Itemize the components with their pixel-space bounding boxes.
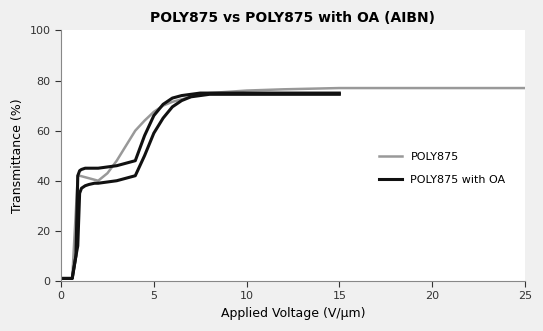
POLY875 with OA [78, 167, 85, 171]
POLY875 with OA [132, 159, 138, 163]
POLY875 with OA [91, 166, 98, 170]
POLY875 [225, 90, 231, 94]
POLY875 with OA [58, 276, 64, 280]
POLY875 with OA [169, 96, 175, 100]
POLY875 with OA [188, 92, 194, 96]
POLY875 with OA [225, 91, 231, 95]
POLY875 [179, 97, 185, 101]
POLY875 with OA [64, 276, 70, 280]
POLY875 with OA [197, 91, 204, 95]
POLY875 [74, 174, 81, 178]
POLY875 with OA [77, 169, 83, 173]
POLY875 with OA [82, 166, 89, 170]
POLY875 [77, 174, 83, 178]
POLY875 [58, 276, 64, 280]
POLY875 with OA [86, 166, 92, 170]
POLY875 with OA [74, 174, 81, 178]
POLY875 [429, 86, 435, 90]
POLY875 with OA [141, 134, 148, 138]
POLY875 [86, 176, 92, 180]
POLY875 [123, 144, 129, 148]
POLY875 [206, 91, 213, 95]
POLY875 [280, 87, 287, 91]
POLY875 with OA [123, 161, 129, 165]
POLY875 [113, 159, 120, 163]
Line: POLY875: POLY875 [61, 88, 525, 278]
POLY875 [132, 129, 138, 133]
POLY875 [69, 276, 75, 280]
POLY875 with OA [243, 91, 250, 95]
POLY875 [336, 86, 343, 90]
POLY875 [141, 118, 148, 122]
Title: POLY875 vs POLY875 with OA (AIBN): POLY875 vs POLY875 with OA (AIBN) [150, 11, 435, 25]
POLY875 with OA [336, 91, 343, 95]
Line: POLY875 with OA: POLY875 with OA [61, 93, 339, 278]
POLY875 [197, 92, 204, 96]
POLY875 [188, 95, 194, 99]
POLY875 [95, 179, 102, 183]
POLY875 with OA [280, 91, 287, 95]
POLY875 with OA [179, 94, 185, 98]
POLY875 with OA [104, 165, 111, 169]
POLY875 with OA [160, 102, 166, 106]
POLY875 with OA [113, 164, 120, 168]
POLY875 [150, 110, 157, 114]
Legend: POLY875, POLY875 with OA: POLY875, POLY875 with OA [375, 147, 510, 189]
POLY875 [64, 276, 70, 280]
POLY875 [169, 100, 175, 104]
POLY875 with OA [95, 166, 102, 170]
POLY875 with OA [73, 254, 79, 258]
POLY875 [160, 104, 166, 108]
POLY875 [243, 89, 250, 93]
X-axis label: Applied Voltage (V/μm): Applied Voltage (V/μm) [220, 307, 365, 320]
POLY875 [104, 171, 111, 175]
POLY875 with OA [150, 114, 157, 118]
POLY875 with OA [69, 276, 75, 280]
POLY875 [522, 86, 528, 90]
Y-axis label: Transmittance (%): Transmittance (%) [11, 98, 24, 213]
POLY875 with OA [206, 91, 213, 95]
